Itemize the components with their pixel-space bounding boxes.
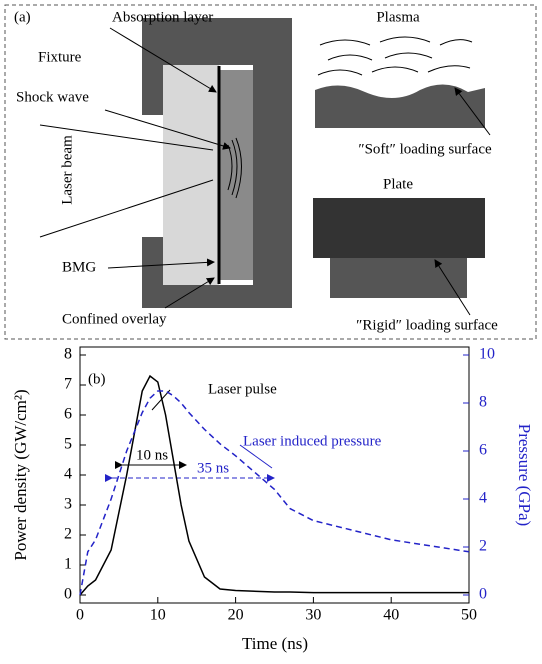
y-tick-label: 1 [64, 556, 72, 573]
y-tick-label: 0 [64, 586, 72, 603]
pointer [434, 259, 471, 316]
y2-tick-label: 10 [479, 346, 495, 363]
y-tick-label: 7 [64, 376, 72, 393]
pointer [151, 389, 171, 411]
y-tick-label: 5 [64, 436, 72, 453]
pointer [164, 277, 215, 309]
annotation: 10 ns [136, 447, 168, 463]
label: ″Soft″ loading surface [358, 141, 492, 157]
bmg [219, 70, 253, 280]
y2-axis-title: Pressure (GPa) [515, 424, 534, 526]
pointer [109, 27, 217, 93]
pointer [239, 444, 273, 469]
label: Shock wave [16, 89, 89, 105]
label: Laser beam [59, 135, 75, 205]
y2-tick-label: 8 [479, 394, 487, 411]
y-tick-label: 2 [64, 526, 72, 543]
x-tick-label: 30 [305, 607, 321, 624]
y2-tick-label: 4 [479, 490, 487, 507]
soft-surface [315, 84, 485, 128]
series-label: Laser pulse [208, 381, 277, 397]
pointer [107, 258, 215, 269]
laser-beam-edge [39, 179, 214, 238]
panel-label: (b) [88, 371, 106, 387]
plate [313, 198, 485, 258]
y2-tick-label: 6 [479, 442, 487, 459]
y-tick-label: 6 [64, 406, 72, 423]
label: BMG [62, 259, 96, 275]
y2-tick-label: 2 [479, 538, 487, 555]
plasma-lines [317, 36, 473, 76]
y-tick-label: 8 [64, 346, 72, 363]
series-line [79, 390, 470, 596]
pointer [454, 87, 491, 136]
label: Absorption layer [112, 9, 213, 25]
x-tick-label: 20 [228, 607, 244, 624]
label: Fixture [38, 49, 82, 65]
label: Plate [383, 176, 413, 192]
fixture-gap [142, 115, 166, 237]
x-tick-label: 40 [383, 607, 399, 624]
series-label: Laser induced pressure [243, 433, 382, 449]
pointer [104, 109, 231, 150]
laser-beam-edge [39, 124, 214, 151]
y-tick-label: 4 [64, 466, 72, 483]
label: ″Rigid″ loading surface [356, 317, 498, 333]
x-tick-label: 10 [150, 607, 166, 624]
y2-tick-label: 0 [479, 586, 487, 603]
x-axis-title: Time (ns) [242, 634, 308, 653]
series-line [79, 374, 469, 596]
label: Plasma [376, 9, 420, 25]
panel-border [4, 4, 537, 340]
panel-label: (a) [14, 9, 31, 25]
confined-overlay [163, 65, 219, 285]
rigid-surface [330, 258, 467, 298]
x-tick-label: 50 [461, 607, 477, 624]
y-axis-title: Power density (GW/cm²) [11, 389, 30, 560]
annotation: 35 ns [197, 460, 229, 476]
x-tick-label: 0 [76, 607, 84, 624]
label: Confined overlay [62, 311, 167, 327]
y-tick-label: 3 [64, 496, 72, 513]
